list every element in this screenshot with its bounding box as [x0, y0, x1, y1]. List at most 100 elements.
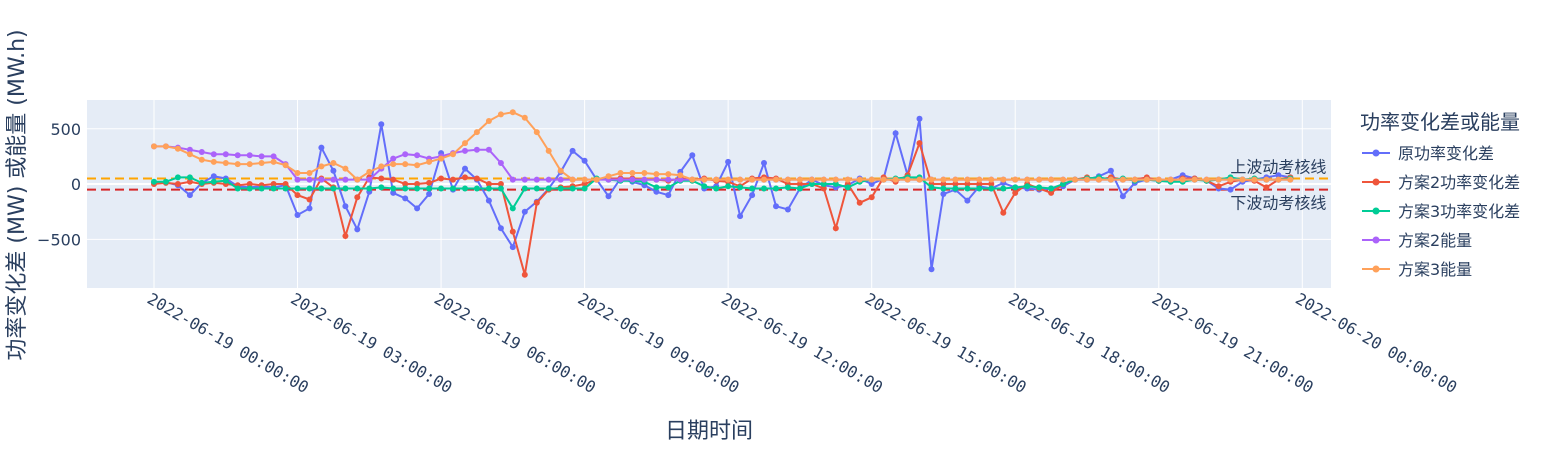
legend-item: 方案2能量 — [1362, 231, 1472, 250]
data-point — [940, 191, 947, 197]
data-point — [1239, 176, 1246, 183]
data-point — [1060, 176, 1067, 183]
data-point — [1072, 176, 1078, 183]
x-tick-label: 2022-06-19 03:00:00 — [288, 289, 456, 397]
data-point — [916, 115, 923, 122]
data-point — [976, 176, 983, 183]
data-point — [246, 185, 253, 192]
data-point — [186, 151, 193, 158]
data-point — [294, 192, 301, 199]
data-point — [737, 184, 744, 191]
data-point — [210, 178, 217, 185]
data-point — [151, 143, 157, 150]
data-point — [1048, 176, 1055, 183]
data-point — [485, 146, 492, 153]
data-point — [366, 176, 373, 183]
legend-item: 方案3功率变化差 — [1362, 202, 1520, 221]
data-point — [294, 170, 301, 176]
data-point — [761, 160, 767, 166]
data-point — [952, 185, 959, 192]
data-point — [928, 176, 935, 183]
data-point — [473, 146, 480, 153]
data-point — [282, 181, 289, 187]
data-point — [725, 183, 732, 190]
data-point — [1143, 176, 1150, 183]
data-point — [1227, 186, 1234, 193]
data-point — [545, 147, 552, 154]
data-point — [1119, 176, 1126, 183]
data-point — [653, 184, 660, 191]
data-point — [605, 193, 612, 200]
data-point — [485, 185, 492, 192]
legend-swatch-marker — [1372, 236, 1380, 244]
data-point — [234, 161, 241, 168]
data-point — [856, 176, 863, 183]
data-point — [581, 185, 588, 192]
data-point — [246, 181, 253, 187]
data-point — [198, 156, 205, 163]
data-point — [820, 176, 827, 183]
data-point — [665, 192, 672, 199]
data-point — [773, 185, 779, 192]
data-point — [390, 161, 397, 168]
data-point — [784, 176, 791, 183]
data-point — [414, 205, 421, 212]
data-point — [952, 181, 959, 187]
data-point — [473, 185, 480, 192]
data-point — [1095, 176, 1102, 183]
data-point — [988, 185, 995, 192]
y-axis: 500 0 −500 — [37, 120, 81, 250]
data-point — [438, 155, 445, 162]
x-tick-label: 2022-06-19 12:00:00 — [718, 289, 886, 397]
data-point — [473, 175, 480, 182]
data-point — [701, 176, 708, 183]
data-point — [497, 185, 504, 192]
data-point — [151, 178, 157, 185]
data-point — [737, 213, 744, 220]
data-point — [426, 158, 433, 165]
data-point — [904, 176, 911, 183]
data-point — [318, 163, 325, 170]
data-point — [174, 181, 181, 187]
data-point — [1275, 172, 1282, 179]
data-point — [342, 185, 349, 192]
data-point — [390, 189, 397, 196]
y-axis-title: 功率变化差 (MW) 或能量 (MW.h) — [5, 29, 30, 360]
data-point — [1060, 181, 1067, 187]
data-point — [533, 129, 540, 136]
data-point — [940, 185, 947, 192]
data-point — [581, 157, 588, 164]
data-point — [665, 171, 672, 178]
data-point — [557, 185, 564, 192]
data-point — [509, 109, 516, 116]
grid-lines — [87, 100, 1331, 288]
data-point — [773, 203, 779, 210]
data-point — [1167, 176, 1174, 183]
legend-item: 方案2功率变化差 — [1362, 173, 1520, 192]
data-point — [198, 149, 205, 155]
data-point — [1131, 176, 1138, 183]
data-point — [713, 176, 720, 183]
data-point — [940, 181, 947, 187]
data-point — [378, 175, 385, 182]
data-point — [832, 181, 839, 187]
data-point — [497, 111, 504, 118]
data-point — [545, 176, 552, 183]
data-point — [1000, 209, 1007, 216]
data-point — [234, 152, 241, 159]
data-point — [892, 176, 899, 183]
data-point — [1012, 184, 1019, 191]
data-point — [186, 146, 193, 153]
data-point — [210, 151, 217, 158]
data-point — [497, 181, 504, 187]
data-point — [294, 212, 301, 218]
legend-label: 原功率变化差 — [1398, 144, 1494, 163]
data-point — [318, 185, 325, 192]
y-tick-label: 0 — [71, 175, 81, 194]
data-point — [330, 176, 337, 183]
data-point — [629, 176, 636, 183]
data-point — [1215, 183, 1222, 190]
data-point — [402, 151, 409, 158]
data-point — [234, 185, 241, 192]
data-point — [689, 152, 696, 159]
